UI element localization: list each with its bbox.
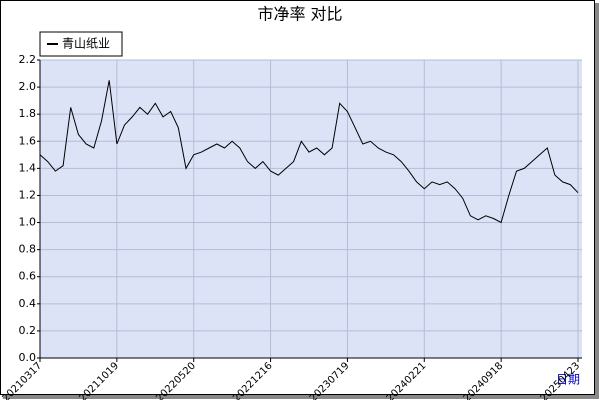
plot-area [40,60,582,358]
y-tick-label: 2.0 [19,80,37,93]
legend [39,31,123,57]
chart-title: 市净率 对比 [257,5,342,24]
y-tick-label: 1.6 [19,134,37,147]
line [39,80,579,224]
y-tick-label: 0.2 [19,324,37,337]
legend-label: 青山纸业 [62,37,110,51]
y-tick-label: 0.6 [19,270,37,283]
y-tick-label: 2.2 [19,53,37,66]
y-tick-label: 1.8 [19,107,37,120]
y-tick-label: 1.0 [19,216,37,229]
y-tick-label: 1.2 [19,188,37,201]
y-tick-label: 0.8 [19,243,37,256]
y-tick-label: 0.4 [19,297,37,310]
y-tick-label: 0.0 [19,351,37,364]
x-axis-label: 日期 [556,373,580,387]
y-tick-label: 1.4 [19,161,37,174]
